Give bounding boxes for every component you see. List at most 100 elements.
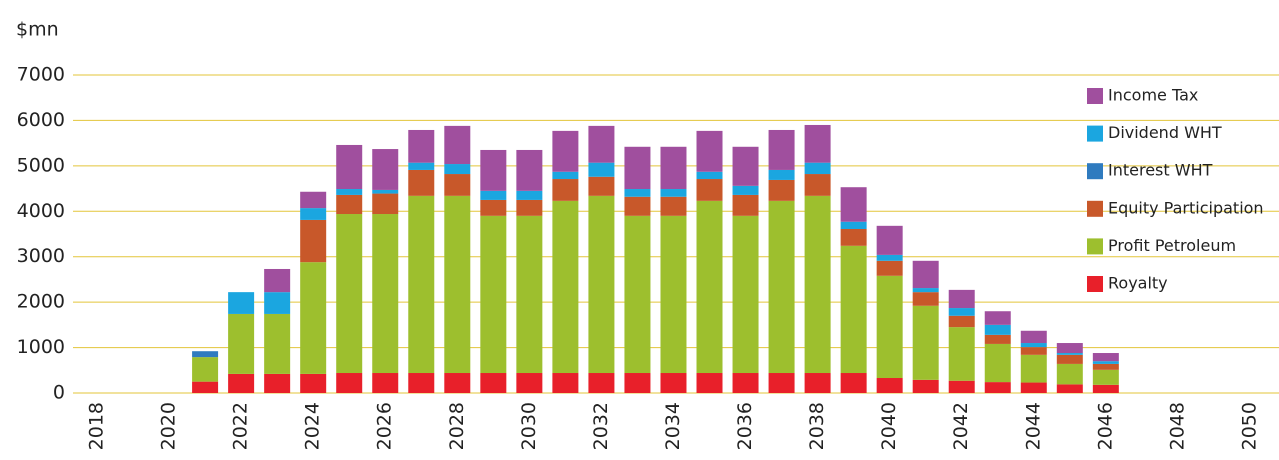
bar-segment: [840, 229, 867, 246]
y-tick-label: 5000: [17, 154, 65, 176]
bar-segment: [372, 149, 399, 190]
bar-segment: [408, 373, 435, 393]
bar-segment: [552, 200, 579, 374]
bar-segment: [408, 195, 435, 374]
bar-segment: [912, 305, 939, 380]
bar-segment: [552, 130, 579, 172]
bar-segment: [192, 357, 219, 382]
bar-segment: [372, 214, 399, 374]
bar-segment: [1056, 353, 1083, 355]
x-tick-label: 2036: [734, 402, 756, 450]
bar-segment: [696, 200, 723, 374]
bar-segment: [768, 200, 795, 374]
bar-segment: [948, 315, 975, 328]
legend-label: Dividend WHT: [1108, 123, 1222, 142]
legend-label: Equity Participation: [1108, 198, 1264, 217]
bar-segment: [264, 373, 291, 393]
bar-segment: [1092, 353, 1119, 362]
bar-segment: [804, 124, 831, 163]
bar-segment: [408, 129, 435, 163]
bar-segment: [408, 169, 435, 196]
bar-segment: [300, 191, 327, 209]
bar-segment: [948, 380, 975, 393]
y-tick-label: 7000: [17, 64, 65, 86]
bar-segment: [732, 185, 759, 195]
x-tick-label: 2046: [1094, 402, 1116, 450]
bar-segment: [264, 313, 291, 374]
bar-segment: [984, 382, 1011, 393]
x-tick-label: 2028: [446, 402, 468, 450]
bar-segment: [1020, 330, 1047, 344]
x-tick-label: 2018: [86, 402, 108, 450]
legend-swatch: [1087, 276, 1103, 292]
legend-label: Income Tax: [1108, 86, 1198, 105]
y-tick-label: 2000: [17, 291, 65, 313]
bar-segment: [660, 373, 687, 393]
y-tick-label: 4000: [17, 200, 65, 222]
bar-segment: [228, 292, 255, 314]
bar-segment: [912, 292, 939, 306]
bar-segment: [228, 373, 255, 393]
bar-segment: [480, 215, 507, 374]
x-tick-label: 2030: [518, 402, 540, 450]
x-tick-label: 2044: [1022, 402, 1044, 450]
bar-segment: [840, 221, 867, 230]
bar-segment: [336, 373, 363, 393]
bar-segment: [768, 373, 795, 393]
bar-segment: [1020, 382, 1047, 393]
bar-segment: [876, 260, 903, 276]
x-tick-label: 2040: [878, 402, 900, 450]
bar-segment: [336, 194, 363, 215]
bar-segment: [588, 195, 615, 374]
bar-segment: [732, 215, 759, 374]
x-tick-label: 2024: [302, 402, 324, 450]
legend-swatch: [1087, 200, 1103, 217]
bar-segment: [984, 334, 1011, 344]
bar-segment: [408, 162, 435, 170]
bar-segment: [1020, 354, 1047, 383]
bar-segment: [228, 313, 255, 374]
bar-segment: [264, 268, 291, 293]
legend-label: Profit Petroleum: [1108, 236, 1236, 255]
bar-segment: [1092, 384, 1119, 393]
bar-segment: [840, 373, 867, 393]
bar-segment: [840, 187, 867, 222]
bar-segment: [1092, 363, 1119, 370]
bar-segment: [804, 195, 831, 374]
bar-segment: [264, 292, 291, 314]
bar-segment: [624, 373, 651, 393]
y-axis-unit: $mn: [16, 19, 59, 41]
bar-segment: [804, 162, 831, 175]
bar-segment: [804, 174, 831, 196]
bar-segment: [948, 289, 975, 309]
x-tick-label: 2042: [950, 402, 972, 450]
bar-segment: [336, 189, 363, 195]
bar-segment: [768, 129, 795, 170]
bar-segment: [1092, 369, 1119, 385]
bar-segment: [300, 373, 327, 393]
legend-swatch: [1087, 238, 1103, 255]
legend-swatch: [1087, 163, 1103, 180]
bar-segment: [372, 189, 399, 194]
bar-segment: [372, 373, 399, 393]
bar-segment: [480, 190, 507, 200]
bar-segment: [660, 196, 687, 216]
bar-segment: [552, 373, 579, 393]
bar-segment: [876, 254, 903, 261]
bar-segment: [660, 215, 687, 374]
y-tick-label: 0: [53, 382, 65, 404]
bar-segment: [444, 373, 471, 393]
bar-segment: [876, 378, 903, 393]
bar-segment: [624, 196, 651, 216]
y-tick-label: 1000: [17, 336, 65, 358]
bar-segment: [984, 324, 1011, 335]
legend-label: Interest WHT: [1108, 161, 1213, 180]
bar-segment: [480, 199, 507, 216]
bar-segment: [768, 179, 795, 201]
x-tick-label: 2050: [1238, 402, 1260, 450]
bar-segment: [948, 308, 975, 316]
bar-segment: [516, 215, 543, 374]
bar-segment: [588, 125, 615, 163]
bar-segment: [480, 373, 507, 393]
